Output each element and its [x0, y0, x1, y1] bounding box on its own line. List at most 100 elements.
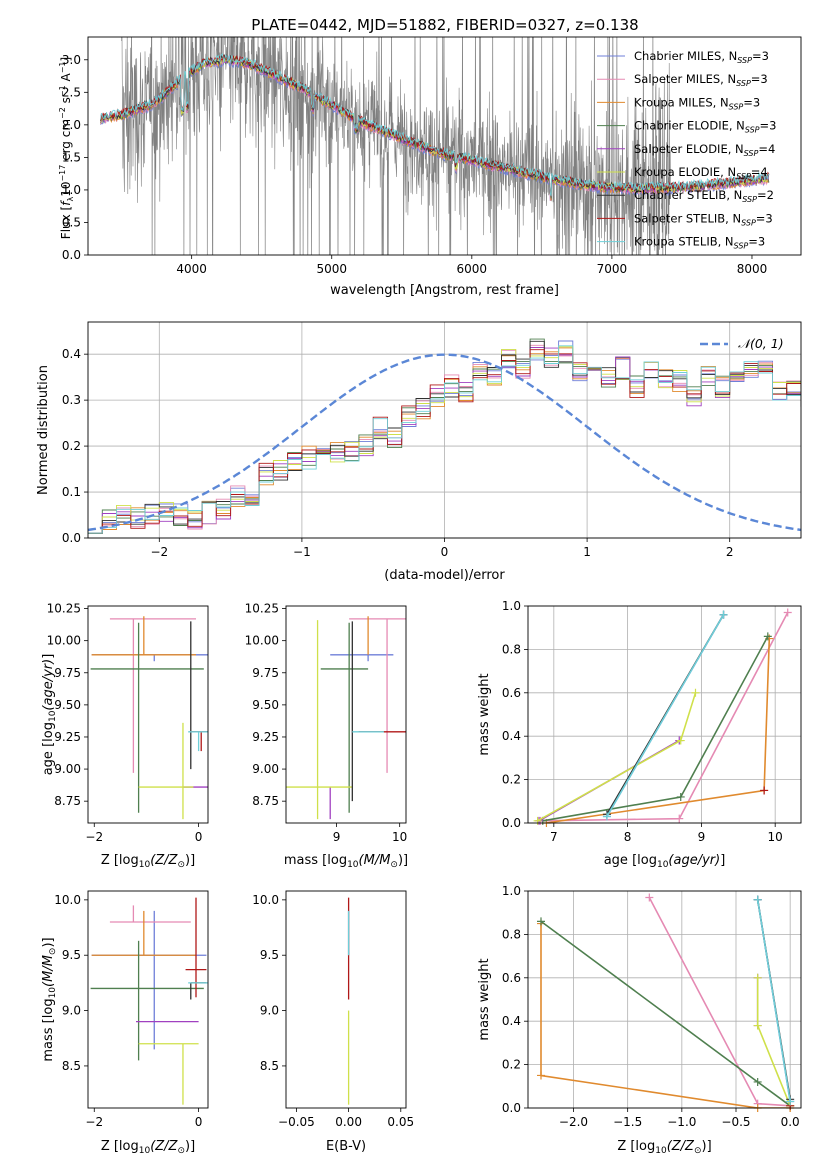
y-tick-label: 10.0: [252, 893, 279, 907]
normal-curve: [88, 353, 801, 532]
x-tick-label: 8: [624, 830, 632, 844]
axes-frame-ebv-mass: [285, 890, 407, 1109]
y-tick-label: 9.5: [260, 948, 279, 962]
x-axis-label: (data-model)/error: [384, 568, 505, 583]
axes-frame-z-mass: [87, 890, 209, 1109]
weight-marker: [786, 1097, 795, 1106]
axes-frame-residuals: [87, 321, 802, 539]
x-tick-label: 10: [768, 830, 783, 844]
x-tick-label: 4000: [176, 262, 207, 276]
y-tick-label: 1.0: [502, 599, 521, 613]
axes-mass-age: 9 10 8.75 9.00 9.25 9.50 9.75 10.00 10.25: [245, 602, 408, 844]
ylabel-axis-label: age [log10(age/yr)]: [41, 654, 58, 776]
weight-marker: [760, 786, 769, 795]
xlabel-axis-label: Z [log10(Z/Z⊙)]: [101, 853, 195, 870]
y-tick-label: 8.75: [252, 794, 279, 808]
y-tick-label: 0.2: [502, 1058, 521, 1072]
x-tick-label: 8000: [737, 262, 768, 276]
x-axis-label: wavelength [Angstrom, rest frame]: [330, 283, 559, 298]
y-tick-label: 10.0: [54, 893, 81, 907]
y-tick-label: 2.5: [62, 85, 81, 99]
weight-line: [537, 692, 697, 822]
x-tick-label: −2: [150, 545, 168, 559]
y-axis-label: mass weight: [477, 673, 492, 755]
y-tick-label: 10.00: [245, 634, 279, 648]
y-tick-label: 0.0: [62, 531, 81, 545]
x-tick-label: 0: [195, 830, 203, 844]
axes-spectrum: 4000 5000 6000 7000 8000 0.0 0.5 1.0 1.5 2.0 2.5 3.…: [62, 53, 767, 276]
weight-marker: [645, 893, 654, 902]
axes-frame-spectrum: [87, 36, 802, 256]
weight-line: [546, 638, 771, 823]
y-tick-label: 9.50: [252, 698, 279, 712]
y-tick-label: 0.5: [62, 215, 81, 229]
weight-line: [606, 614, 725, 817]
x-tick-label: 6000: [457, 262, 488, 276]
legend-entry: Kroupa ELODIE, NSSP=4: [634, 165, 768, 181]
xlabel-axis-label: mass [log10(M/M⊙)]: [284, 853, 408, 870]
y-axis-label: mass weight: [477, 958, 492, 1040]
spectrum-data-line: [121, 37, 671, 255]
legend-entry: Kroupa STELIB, NSSP=3: [634, 235, 765, 251]
y-tick-label: 0.3: [62, 393, 81, 407]
weight-line: [540, 923, 791, 1108]
y-tick-label: 9.75: [54, 666, 81, 680]
y-tick-label: 0.8: [502, 642, 521, 656]
x-tick-label: 9: [333, 830, 341, 844]
y-tick-label: 9.50: [54, 698, 81, 712]
legend-entry: Salpeter STELIB, NSSP=3: [634, 211, 773, 227]
legend-entry: Kroupa MILES, NSSP=3: [634, 95, 760, 111]
x-tick-label: −0.05: [278, 1115, 315, 1129]
spectrum-model-line: [100, 53, 770, 197]
y-tick-label: 10.25: [47, 602, 81, 616]
x-tick-label: 0: [441, 545, 449, 559]
y-tick-label: 9.25: [252, 730, 279, 744]
weight-marker: [537, 917, 545, 926]
x-tick-label: 9: [698, 830, 706, 844]
y-tick-label: 1.5: [62, 150, 81, 164]
legend-entry: Salpeter MILES, NSSP=3: [634, 72, 768, 88]
x-tick-label: −2: [85, 830, 103, 844]
weight-line: [756, 899, 791, 1102]
y-tick-label: 8.5: [62, 1059, 81, 1073]
y-tick-label: 0.4: [502, 1014, 521, 1028]
y-axis-label: Flux [fλ10−17 erg cm−2 s−1 A−1]: [58, 57, 75, 239]
x-tick-label: 1: [583, 545, 591, 559]
x-tick-label: −1: [293, 545, 311, 559]
axes-z-age: −2 0 8.75 9.00 9.25 9.50 9.75 10.00 10.25: [47, 602, 203, 844]
plots-layer: 4000 5000 6000 7000 80000.00.51.01.52.02.53.…: [36, 36, 802, 1156]
weight-line: [648, 897, 791, 1107]
x-tick-label: −1.0: [667, 1115, 696, 1129]
y-tick-label: 1.0: [62, 183, 81, 197]
weight-marker: [753, 895, 762, 904]
y-tick-label: 9.5: [62, 948, 81, 962]
axes-frame-z-age: [87, 605, 209, 824]
y-tick-label: 0.1: [62, 485, 81, 499]
ylabel-axis-label: mass [log10(M/M⊙)]: [41, 937, 58, 1061]
y-tick-label: 3.0: [62, 53, 81, 67]
x-tick-label: 10: [392, 830, 407, 844]
histogram-step: [88, 338, 801, 534]
y-tick-label: 9.0: [62, 1004, 81, 1018]
x-tick-label: 0.00: [335, 1115, 362, 1129]
y-tick-label: 0.2: [502, 773, 521, 787]
x-tick-label: 0.05: [387, 1115, 414, 1129]
weight-marker: [533, 816, 542, 825]
legend: Chabrier MILES, NSSP=3 Salpeter MILES, NS…: [597, 49, 776, 251]
weight-marker: [763, 632, 772, 641]
weight-marker: [537, 1071, 545, 1080]
legend-entry: Chabrier MILES, NSSP=3: [634, 49, 769, 65]
axes-residuals: −2 −1 0 1 2 0.0 0.1 0.2 0.3 0.4: [62, 322, 801, 559]
weight-line: [540, 920, 791, 1107]
weight-marker: [676, 792, 685, 801]
figure-title: PLATE=0442, MJD=51882, FIBERID=0327, z=0…: [251, 16, 638, 34]
x-tick-label: 7000: [597, 262, 628, 276]
legend-normal-label: 𝒩(0, 1): [738, 336, 784, 351]
y-tick-label: 0.2: [62, 439, 81, 453]
legend-entry: Salpeter ELODIE, NSSP=4: [634, 142, 775, 158]
x-tick-label: 0.0: [781, 1115, 800, 1129]
weight-marker: [753, 1077, 762, 1086]
y-tick-label: 0.0: [502, 1101, 521, 1115]
y-tick-label: 9.25: [54, 730, 81, 744]
